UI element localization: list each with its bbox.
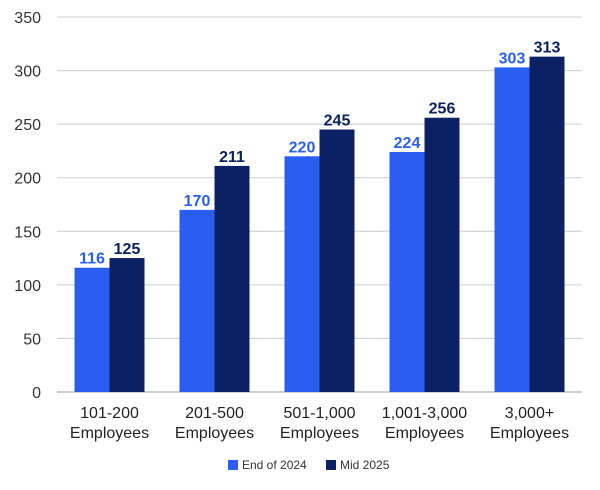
data-label: 220 — [289, 139, 316, 156]
y-tick-label: 350 — [14, 10, 41, 27]
data-label: 245 — [324, 113, 351, 130]
data-label: 224 — [394, 135, 421, 152]
x-category-label: 201-500 Employees — [175, 405, 254, 442]
bar — [424, 117, 460, 392]
bar — [74, 267, 110, 392]
y-tick-label: 150 — [14, 224, 41, 241]
y-tick-label: 50 — [23, 331, 41, 348]
data-label: 211 — [219, 149, 245, 166]
x-axis-categories: 101-200 Employees 201-500 Employees 501-1,00… — [70, 405, 569, 442]
y-tick-label: 0 — [32, 385, 41, 402]
data-label: 170 — [184, 193, 211, 210]
data-label: 313 — [534, 40, 561, 57]
data-labels: 116 125 170 211 220 245 224 256 303 313 — [79, 40, 560, 268]
bar — [214, 165, 250, 392]
data-label: 256 — [429, 101, 456, 118]
legend-label: End of 2024 — [242, 458, 307, 472]
y-tick-label: 100 — [14, 278, 41, 295]
data-label: 303 — [499, 50, 526, 67]
bar — [529, 56, 565, 393]
x-category-label: 501-1,000 Employees — [280, 405, 359, 442]
legend-swatch — [326, 460, 336, 470]
y-tick-label: 300 — [14, 64, 41, 81]
legend-label: Mid 2025 — [340, 458, 390, 472]
bar — [319, 129, 355, 392]
data-label: 125 — [114, 241, 141, 258]
bar — [389, 152, 425, 392]
data-label: 116 — [79, 251, 105, 268]
y-axis-ticks: 0 50 100 150 200 250 300 350 — [14, 10, 41, 402]
bar — [494, 67, 530, 392]
bar — [179, 209, 215, 392]
x-category-label: 101-200 Employees — [70, 405, 149, 442]
bar — [109, 258, 145, 392]
x-category-label: 1,001-3,000 Employees — [382, 405, 468, 442]
legend: End of 2024 Mid 2025 — [228, 458, 390, 472]
y-tick-label: 200 — [14, 171, 41, 188]
bars — [74, 56, 565, 393]
bar — [284, 156, 320, 392]
y-tick-label: 250 — [14, 117, 41, 134]
legend-swatch — [228, 460, 238, 470]
x-category-label: 3,000+ Employees — [490, 405, 569, 442]
